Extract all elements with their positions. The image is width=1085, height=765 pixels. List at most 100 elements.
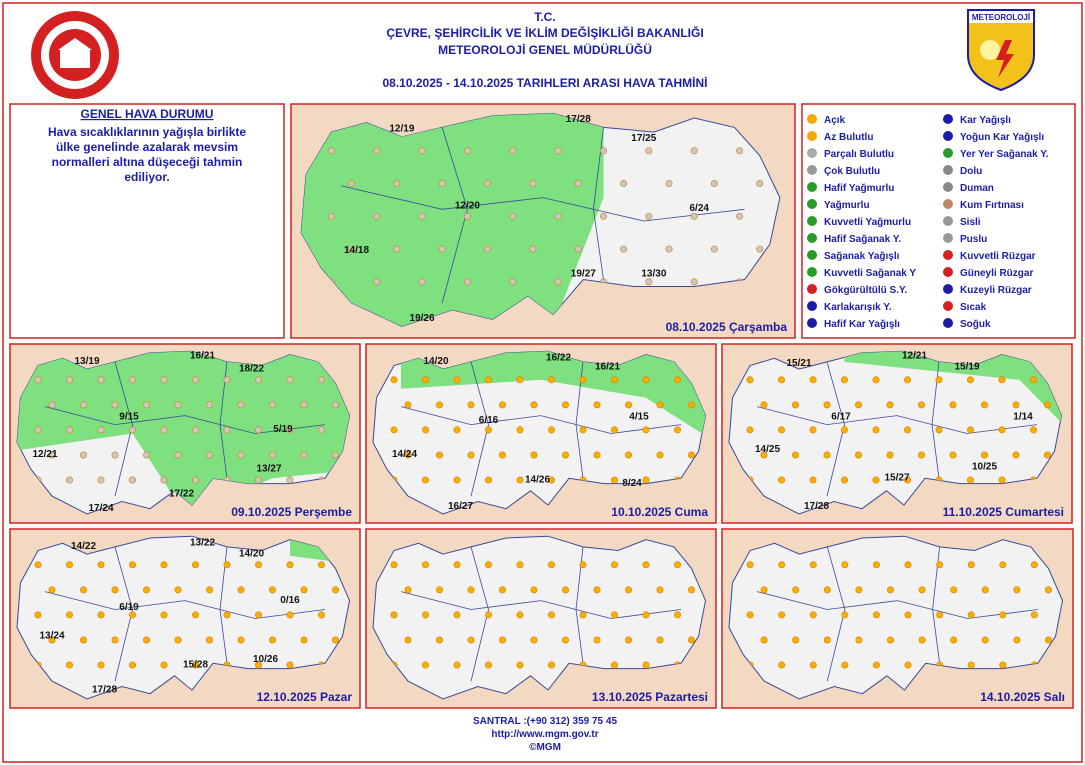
region-line xyxy=(341,185,745,222)
weather-icon xyxy=(777,426,785,434)
weather-icon xyxy=(237,401,245,409)
period-title: 08.10.2025 - 14.10.2025 TARIHLERI ARASI … xyxy=(383,75,708,90)
weather-icon xyxy=(484,426,492,434)
weather-icon xyxy=(97,561,105,569)
weather-icon xyxy=(286,476,294,484)
weather-icon xyxy=(1044,586,1052,594)
weather-icon xyxy=(421,476,429,484)
weather-icon xyxy=(80,586,88,594)
weather-icon xyxy=(66,561,74,569)
temperature-label: 14/18 xyxy=(344,245,369,256)
region-line xyxy=(219,361,228,479)
map-panel: 12/19 17/28 17/25 12/20 14/18 6/24 19/27 13/30 1… xyxy=(290,103,796,339)
weather-icon xyxy=(547,476,555,484)
legend-icon xyxy=(807,267,817,277)
legend-label: Çok Bulutlu xyxy=(824,166,880,177)
temperature-label: 12/21 xyxy=(32,449,57,460)
weather-icon xyxy=(756,245,764,253)
weather-icon xyxy=(404,451,412,459)
weather-icon xyxy=(331,586,339,594)
weather-icon xyxy=(791,401,799,409)
legend-label: Az Bulutlu xyxy=(824,132,873,143)
temperature-label: 13/30 xyxy=(641,268,666,279)
weather-icon xyxy=(66,376,74,384)
weather-icon xyxy=(438,245,446,253)
weather-icon xyxy=(97,376,105,384)
region-line xyxy=(470,361,489,497)
weather-icon xyxy=(980,401,988,409)
weather-icon xyxy=(1044,636,1052,644)
weather-icon xyxy=(610,611,618,619)
weather-icon xyxy=(967,611,975,619)
map-date: 08.10.2025 Çarşamba xyxy=(666,320,788,334)
temperature-label: 8/24 xyxy=(622,478,642,489)
weather-icon xyxy=(530,636,538,644)
legend-label: Puslu xyxy=(960,234,987,245)
weather-icon xyxy=(736,212,744,220)
weather-icon xyxy=(855,586,863,594)
weather-icon xyxy=(317,561,325,569)
weather-icon xyxy=(710,245,718,253)
turkey-land xyxy=(372,535,707,700)
weather-icon xyxy=(404,401,412,409)
legend-icon xyxy=(943,114,953,124)
weather-icon xyxy=(999,611,1007,619)
footer-url: http://www.mgm.gov.tr xyxy=(491,729,598,740)
weather-icon xyxy=(331,401,339,409)
weather-icon xyxy=(967,561,975,569)
weather-icon xyxy=(223,376,231,384)
legend-label: Hafif Sağanak Y. xyxy=(824,234,901,245)
weather-icon xyxy=(467,636,475,644)
weather-icon xyxy=(484,476,492,484)
temperature-label: 14/20 xyxy=(239,548,264,559)
weather-icon xyxy=(673,561,681,569)
weather-icon xyxy=(509,147,517,155)
weather-icon xyxy=(903,376,911,384)
weather-icon xyxy=(192,376,200,384)
weather-icon xyxy=(904,661,912,669)
weather-icon xyxy=(656,586,664,594)
weather-icon xyxy=(642,561,650,569)
weather-icon xyxy=(823,401,831,409)
legend-label: Hafif Kar Yağışlı xyxy=(824,319,900,330)
legend-icon xyxy=(807,233,817,243)
temperature-label: 19/27 xyxy=(571,268,596,279)
temperature-label: 6/24 xyxy=(690,203,710,214)
legend-icon xyxy=(807,199,817,209)
weather-icon xyxy=(453,476,461,484)
legend-icon xyxy=(943,267,953,277)
weather-icon xyxy=(498,451,506,459)
temperature-label: 17/28 xyxy=(804,501,829,512)
weather-icon xyxy=(160,476,168,484)
weather-icon xyxy=(317,376,325,384)
weather-icon xyxy=(206,636,214,644)
legend-box xyxy=(801,103,1076,339)
weather-icon xyxy=(347,245,355,253)
weather-icon xyxy=(300,401,308,409)
weather-icon xyxy=(529,245,537,253)
footer-copyright: ©MGM xyxy=(529,742,561,753)
map-date: 09.10.2025 Perşembe xyxy=(231,505,352,519)
weather-icon xyxy=(935,376,943,384)
weather-icon xyxy=(610,376,618,384)
weather-icon xyxy=(317,426,325,434)
footer-phone: SANTRAL :(+90 312) 359 75 45 xyxy=(473,716,617,727)
weather-icon xyxy=(206,451,214,459)
legend-label: Yağmurlu xyxy=(824,200,870,211)
weather-icon xyxy=(547,561,555,569)
weather-icon xyxy=(255,661,263,669)
weather-icon xyxy=(48,451,56,459)
weather-icon xyxy=(373,212,381,220)
legend-label: Gökgürültülü S.Y. xyxy=(824,285,908,296)
weather-icon xyxy=(509,278,517,286)
legend-label: Kuzeyli Rüzgar xyxy=(960,285,1032,296)
weather-icon xyxy=(48,636,56,644)
temperature-label: 16/21 xyxy=(595,361,620,372)
weather-icon xyxy=(143,401,151,409)
weather-icon xyxy=(886,586,894,594)
weather-icon xyxy=(599,147,607,155)
weather-icon xyxy=(34,376,42,384)
temperature-label: 17/28 xyxy=(92,684,117,695)
weather-icon xyxy=(286,661,294,669)
ministry-logo xyxy=(31,11,119,99)
